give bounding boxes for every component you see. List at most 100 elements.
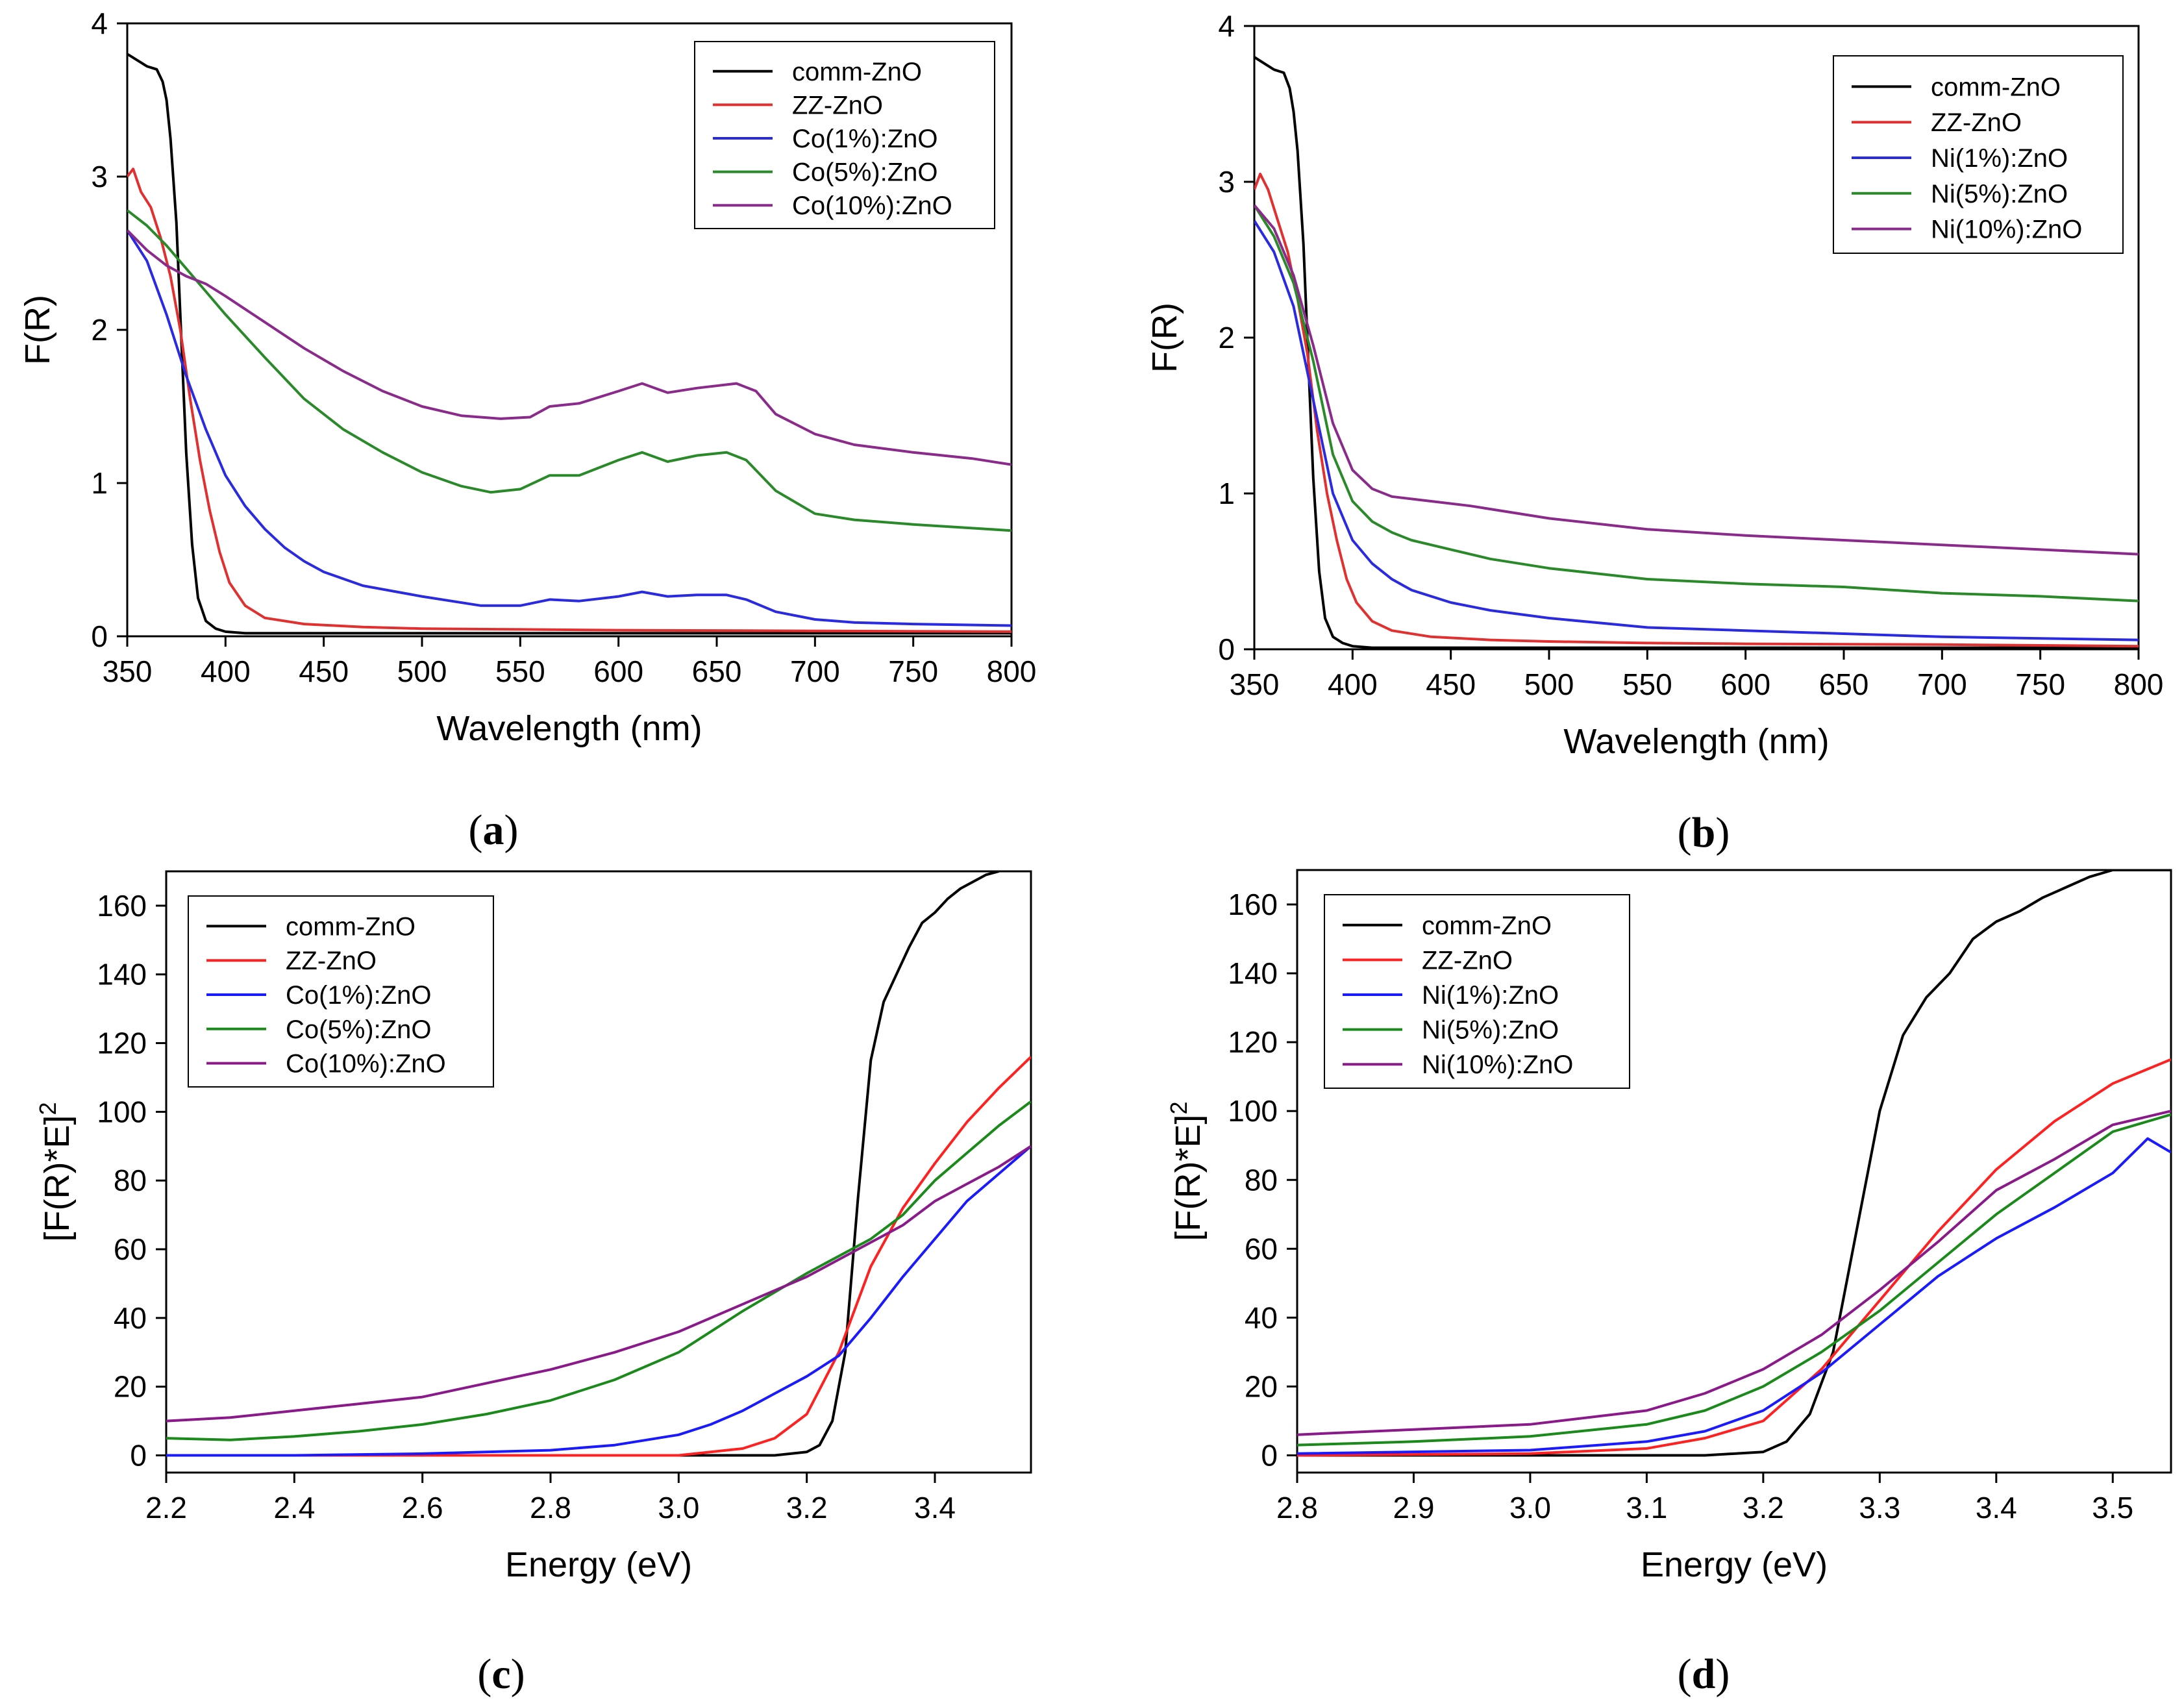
series-group <box>166 871 1031 1457</box>
legend-box <box>694 41 995 229</box>
panel-label-close-paren: ) <box>511 1650 525 1698</box>
series-line-ni-1-zno <box>1254 219 2139 641</box>
x-tick-label: 2.2 <box>145 1491 187 1525</box>
chart-panel-c: 2.2 2.4 2.6 2.8 3.0 3.2 3.4 0 20 40 60 80 100 120 140 1… <box>34 870 1032 1698</box>
y-tick-label: 80 <box>114 1164 147 1197</box>
x-tick-label: 3.4 <box>914 1491 956 1525</box>
panel-label-open-paren: ( <box>1678 1650 1692 1698</box>
y-tick-label: 40 <box>114 1301 147 1335</box>
x-tick-label: 3.1 <box>1626 1491 1667 1525</box>
series-line-ni-5-zno <box>1297 1113 2171 1447</box>
legend: comm-ZnO ZZ-ZnO Ni(1%):ZnO Ni(5%):ZnO Ni(10%… <box>1833 55 2124 254</box>
legend: comm-ZnO ZZ-ZnO Ni(1%):ZnO Ni(5%):ZnO Ni(10%… <box>1324 894 1630 1089</box>
panel-label-letter: d <box>1692 1650 1716 1698</box>
chart-panel-a: 350 400 450 500 550 600 650 700 750 800 0 1 2 3 4 Wavel… <box>18 6 1036 854</box>
y-tick-label: 120 <box>1228 1025 1278 1059</box>
y-axis-label: F(R) <box>1145 303 1184 373</box>
y-tick-label: 160 <box>97 889 147 923</box>
y-tick-label: 0 <box>130 1439 147 1473</box>
legend-entry: ZZ-ZnO <box>792 91 883 119</box>
legend-entry: Ni(10%):ZnO <box>1931 216 2082 244</box>
x-tick-label: 2.4 <box>273 1491 315 1525</box>
x-tick-label: 700 <box>1917 667 1967 701</box>
legend-entry: comm-ZnO <box>286 912 416 941</box>
x-tick-label: 3.5 <box>2092 1491 2133 1525</box>
y-axis-label: F(R) <box>18 295 57 365</box>
y-axis-label-text: F(R) <box>18 295 57 365</box>
x-axis-label: Energy (eV) <box>505 1545 692 1584</box>
x-tick-label: 650 <box>1819 667 1869 701</box>
y-tick-label: 1 <box>91 466 108 500</box>
panel-label-letter: a <box>483 806 504 854</box>
x-tick-label: 650 <box>692 654 742 688</box>
panel-label: (c) <box>477 1650 525 1698</box>
legend-entry: Ni(10%):ZnO <box>1422 1051 1573 1079</box>
panel-label-letter: b <box>1692 809 1716 856</box>
x-tick-label: 350 <box>103 654 153 688</box>
series-line-co-5-zno <box>127 209 1011 532</box>
series-line-zz-zno <box>1254 173 2139 648</box>
chart-panel-b: 350 400 450 500 550 600 650 700 750 800 0 1 2 3 4 Wavel… <box>1145 9 2163 856</box>
panel-label-close-paren: ) <box>504 806 519 854</box>
x-axis-label: Wavelength (nm) <box>1563 722 1829 761</box>
y-axis-label-superscript: 2 <box>1165 1101 1192 1114</box>
y-tick-label: 160 <box>1228 888 1278 921</box>
y-tick-label: 120 <box>97 1027 147 1060</box>
y-axis-label-text: F(R) <box>1145 303 1184 373</box>
y-axis-label-superscript: 2 <box>34 1102 61 1115</box>
legend-entry: Co(1%):ZnO <box>286 981 432 1010</box>
y-tick-label: 3 <box>1218 165 1235 199</box>
x-tick-label: 3.0 <box>658 1491 699 1525</box>
legend-entry: ZZ-ZnO <box>1422 946 1513 975</box>
legend-box <box>1833 55 2124 254</box>
y-tick-label: 140 <box>1228 956 1278 990</box>
y-tick-label: 0 <box>1218 632 1235 666</box>
series-line-ni-10-zno <box>1254 204 2139 556</box>
x-tick-label: 3.2 <box>786 1491 828 1525</box>
series-line-zz-zno <box>166 1056 1031 1457</box>
series-group <box>127 53 1011 635</box>
x-tick-label: 450 <box>299 654 349 688</box>
panel-label: (a) <box>469 806 519 854</box>
legend: comm-ZnO ZZ-ZnO Co(1%):ZnO Co(5%):ZnO Co(10%… <box>694 41 995 229</box>
chart-panel-d: 2.8 2.9 3.0 3.1 3.2 3.3 3.4 3.5 0 20 40 60 80 100 120 1… <box>1165 869 2172 1698</box>
panel-label: (b) <box>1678 809 1730 856</box>
x-tick-label: 750 <box>888 654 938 688</box>
x-tick-label: 500 <box>1524 667 1574 701</box>
x-tick-label: 2.8 <box>530 1491 571 1525</box>
y-tick-label: 1 <box>1218 477 1235 510</box>
series-line-co-5-zno <box>166 1100 1031 1441</box>
legend-entry: ZZ-ZnO <box>286 947 377 975</box>
legend-entry: comm-ZnO <box>1931 73 2061 101</box>
x-tick-label: 800 <box>987 654 1037 688</box>
legend-entry: Co(10%):ZnO <box>286 1050 446 1078</box>
legend-entry: Ni(1%):ZnO <box>1422 981 1559 1010</box>
series-group <box>1297 870 2171 1457</box>
y-tick-label: 0 <box>91 619 108 653</box>
y-tick-label: 100 <box>1228 1094 1278 1128</box>
y-tick-label: 3 <box>91 160 108 193</box>
series-line-co-1-zno <box>127 229 1011 627</box>
panel-label-close-paren: ) <box>1715 809 1730 856</box>
panel-label-close-paren: ) <box>1715 1650 1730 1698</box>
y-tick-label: 80 <box>1245 1163 1278 1197</box>
legend-entry: Co(5%):ZnO <box>792 158 938 187</box>
legend-entry: comm-ZnO <box>1422 912 1552 940</box>
series-line-ni-5-zno <box>1254 204 2139 603</box>
series-line-zz-zno <box>127 168 1011 633</box>
legend-box <box>1324 894 1630 1089</box>
legend-entry: ZZ-ZnO <box>1931 108 2022 137</box>
y-tick-label: 140 <box>97 958 147 991</box>
y-tick-label: 2 <box>1218 321 1235 355</box>
x-tick-label: 550 <box>1622 667 1672 701</box>
y-tick-label: 20 <box>1245 1369 1278 1403</box>
x-tick-label: 3.2 <box>1743 1491 1784 1525</box>
series-line-comm-zno <box>127 53 1011 635</box>
legend-entry: Ni(5%):ZnO <box>1931 180 2068 208</box>
x-tick-label: 3.0 <box>1509 1491 1551 1525</box>
x-tick-label: 2.8 <box>1276 1491 1318 1525</box>
x-tick-label: 600 <box>1720 667 1770 701</box>
x-tick-label: 400 <box>201 654 251 688</box>
y-tick-label: 4 <box>91 6 108 40</box>
